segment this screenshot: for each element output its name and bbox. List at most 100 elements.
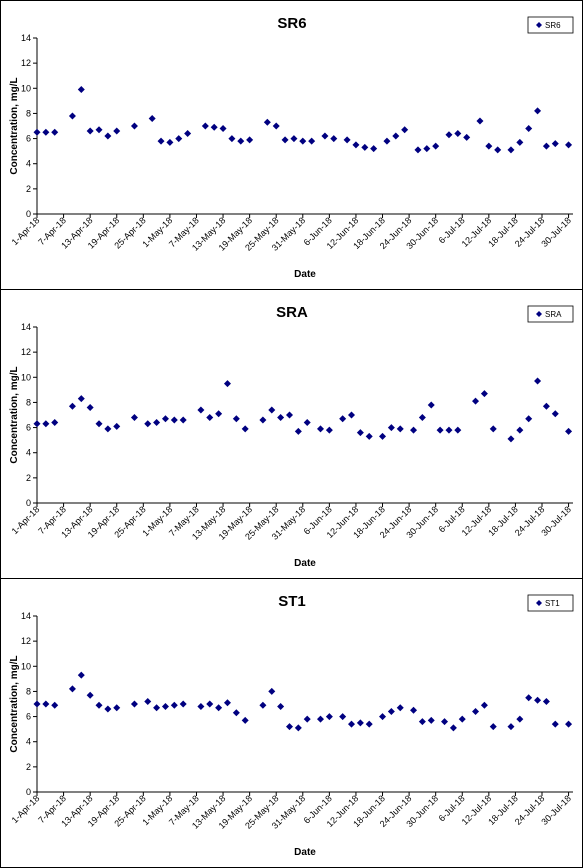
data-point	[237, 137, 245, 145]
data-point	[445, 131, 453, 139]
x-tick-label: 30-Jul-18	[539, 793, 573, 827]
data-point	[480, 701, 488, 709]
data-point	[184, 130, 192, 138]
data-point	[77, 86, 85, 94]
y-tick-label: 10	[21, 661, 31, 671]
data-point	[356, 429, 364, 437]
data-point	[33, 420, 41, 428]
data-point	[489, 425, 497, 433]
data-point	[206, 414, 214, 422]
data-point	[565, 427, 573, 435]
data-point	[348, 720, 356, 728]
x-tick-label: 1-Apr-18	[10, 215, 42, 247]
data-point	[365, 720, 373, 728]
data-point	[179, 416, 187, 424]
data-point	[95, 701, 103, 709]
y-tick-label: 10	[21, 372, 31, 382]
data-point	[352, 141, 360, 149]
y-tick-label: 12	[21, 58, 31, 68]
legend-marker	[536, 311, 542, 317]
data-point	[285, 411, 293, 419]
chart-title: ST1	[278, 593, 306, 610]
data-point	[68, 402, 76, 410]
y-tick-label: 14	[21, 611, 31, 621]
data-point	[542, 142, 550, 150]
data-point	[414, 146, 422, 154]
data-point	[86, 403, 94, 411]
data-point	[542, 697, 550, 705]
data-point	[246, 136, 254, 144]
data-point	[516, 138, 524, 146]
data-point	[454, 130, 462, 138]
data-point	[51, 419, 59, 427]
data-point	[241, 716, 249, 724]
data-point	[77, 671, 85, 679]
data-point	[534, 377, 542, 385]
data-point	[130, 700, 138, 708]
data-point	[197, 703, 205, 711]
data-point	[454, 426, 462, 434]
legend-box	[527, 16, 574, 34]
data-point	[51, 701, 59, 709]
data-point	[330, 135, 338, 143]
data-point	[104, 705, 112, 713]
data-point	[161, 703, 169, 711]
data-point	[317, 425, 325, 433]
data-point	[441, 718, 449, 726]
data-point	[68, 685, 76, 693]
data-point	[104, 425, 112, 433]
data-point	[418, 718, 426, 726]
data-point	[223, 699, 231, 707]
data-point	[77, 395, 85, 403]
x-tick-label: 1-Apr-18	[10, 504, 42, 536]
data-point	[148, 114, 156, 122]
y-tick-label: 10	[21, 83, 31, 93]
x-tick-label: 1-Apr-18	[10, 793, 42, 825]
data-point	[551, 720, 559, 728]
data-point	[445, 426, 453, 434]
data-point	[215, 704, 223, 712]
data-point	[161, 415, 169, 423]
x-axis-label: Date	[294, 847, 316, 858]
y-tick-label: 0	[26, 498, 31, 508]
data-point	[42, 420, 50, 428]
data-point	[170, 701, 178, 709]
data-point	[525, 694, 533, 702]
data-point	[86, 691, 94, 699]
data-point	[290, 135, 298, 143]
y-tick-label: 2	[26, 762, 31, 772]
y-tick-label: 0	[26, 787, 31, 797]
data-point	[210, 123, 218, 131]
y-tick-label: 8	[26, 397, 31, 407]
data-point	[42, 700, 50, 708]
legend: ST1	[527, 594, 574, 612]
y-tick-label: 2	[26, 184, 31, 194]
data-point	[507, 435, 515, 443]
data-point	[277, 703, 285, 711]
data-point	[432, 142, 440, 150]
data-point	[197, 406, 205, 414]
data-point	[418, 414, 426, 422]
data-point	[507, 723, 515, 731]
y-tick-label: 12	[21, 347, 31, 357]
data-point	[42, 128, 50, 136]
y-tick-label: 6	[26, 712, 31, 722]
data-point	[175, 135, 183, 143]
data-point	[427, 716, 435, 724]
data-point	[157, 137, 165, 145]
data-point	[308, 137, 316, 145]
data-point	[396, 704, 404, 712]
data-point	[206, 700, 214, 708]
data-point	[516, 715, 524, 723]
data-point	[223, 380, 231, 388]
legend-box	[527, 305, 574, 323]
data-point	[410, 426, 418, 434]
data-point	[458, 715, 466, 723]
data-point	[325, 713, 333, 721]
data-point	[153, 704, 161, 712]
data-point	[361, 143, 369, 151]
series-st1	[33, 671, 573, 732]
data-point	[104, 132, 112, 140]
data-point	[153, 419, 161, 427]
data-point	[95, 126, 103, 134]
